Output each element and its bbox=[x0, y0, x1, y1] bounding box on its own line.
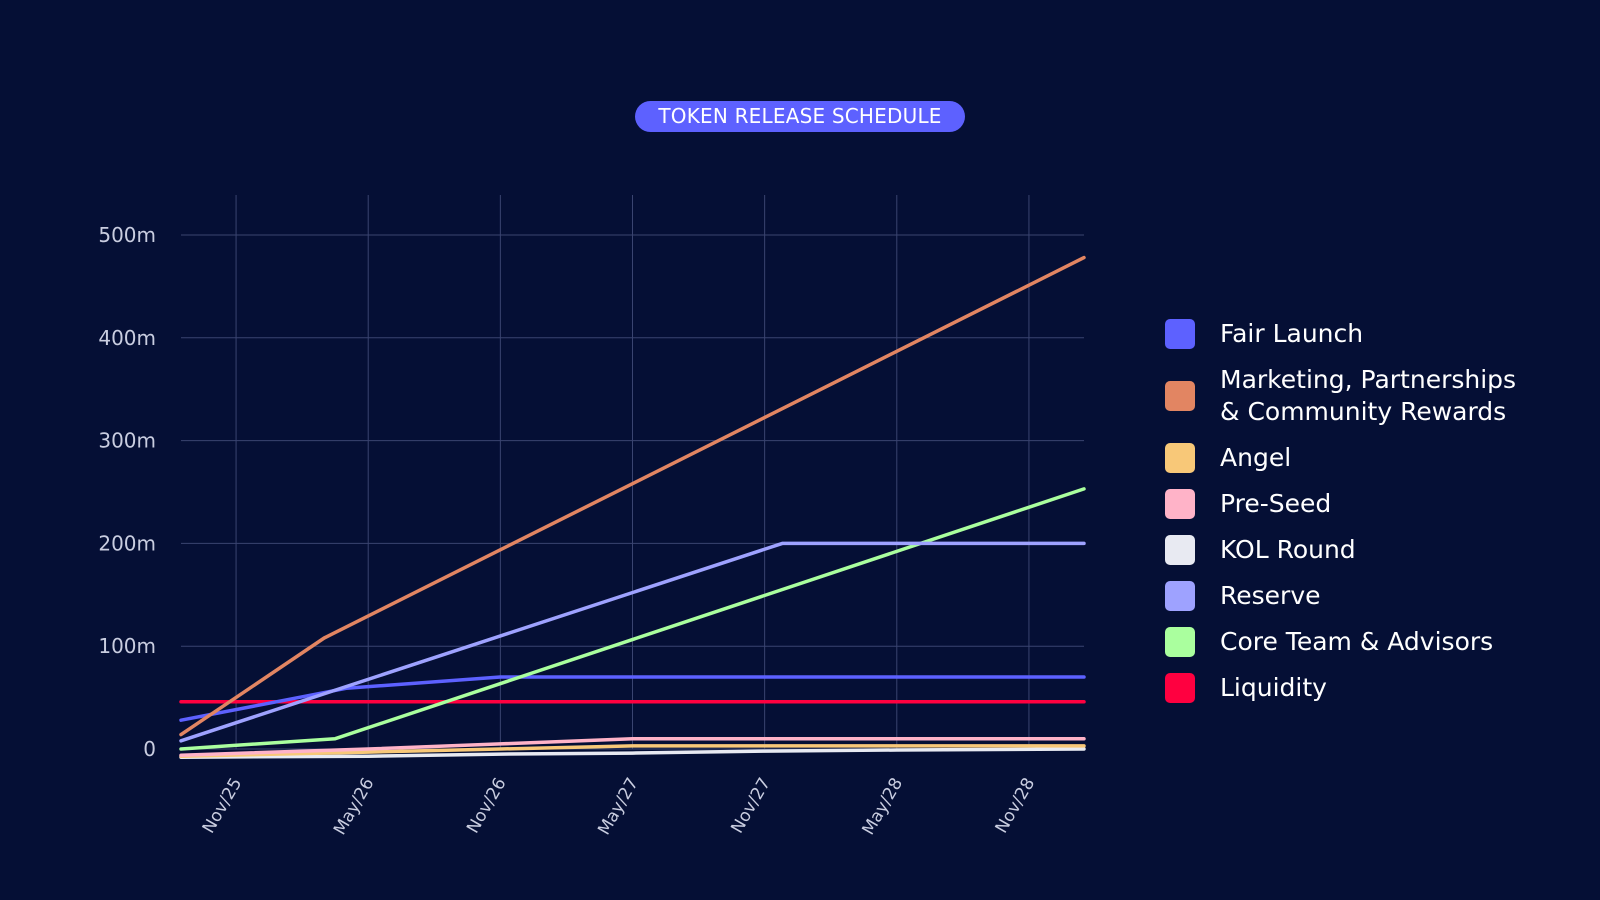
legend-item: Angel bbox=[1165, 442, 1585, 474]
series-line-marketing-partnerships-community-rewards bbox=[179, 255, 1086, 737]
legend-item: KOL Round bbox=[1165, 534, 1585, 566]
legend-swatch bbox=[1165, 673, 1195, 703]
x-tick-label: Nov/25 bbox=[199, 775, 247, 837]
legend-swatch bbox=[1165, 381, 1195, 411]
y-tick-label: 100m bbox=[98, 634, 156, 658]
x-tick-label: Nov/27 bbox=[727, 775, 775, 837]
legend-item: Fair Launch bbox=[1165, 318, 1585, 350]
legend-item: Liquidity bbox=[1165, 672, 1585, 704]
y-tick-label: 200m bbox=[98, 531, 156, 555]
series-line-reserve bbox=[179, 541, 1086, 743]
legend-item: Core Team & Advisors bbox=[1165, 626, 1585, 658]
x-tick-label: Nov/26 bbox=[463, 775, 511, 837]
x-tick-label: May/28 bbox=[859, 775, 908, 839]
legend-label: Marketing, Partnerships bbox=[1220, 365, 1517, 394]
legend-label: Angel bbox=[1220, 443, 1292, 472]
x-tick-label: May/27 bbox=[594, 775, 643, 839]
y-tick-label: 300m bbox=[98, 429, 156, 453]
legend-swatch bbox=[1165, 535, 1195, 565]
legend-label: Reserve bbox=[1220, 581, 1321, 610]
legend-swatch bbox=[1165, 581, 1195, 611]
legend-swatch bbox=[1165, 489, 1195, 519]
legend-label: KOL Round bbox=[1220, 535, 1356, 564]
series-line-pre-seed bbox=[179, 736, 1086, 757]
series-line-core-team-advisors bbox=[179, 487, 1086, 751]
y-tick-label: 0 bbox=[143, 737, 156, 761]
legend-item: Marketing, Partnerships & Community Rewar… bbox=[1165, 364, 1585, 428]
legend-label: Fair Launch bbox=[1220, 319, 1364, 348]
chart-legend: Fair Launch Marketing, Partnerships & Comm… bbox=[1165, 318, 1585, 704]
legend-swatch bbox=[1165, 319, 1195, 349]
legend-label: & Community Rewards bbox=[1220, 397, 1507, 426]
series-line-angel bbox=[179, 744, 1086, 758]
x-tick-label: May/26 bbox=[330, 775, 379, 839]
y-tick-label: 400m bbox=[98, 326, 156, 350]
legend-label: Pre-Seed bbox=[1220, 489, 1332, 518]
legend-label: Core Team & Advisors bbox=[1220, 627, 1494, 656]
y-tick-label: 500m bbox=[98, 223, 156, 247]
legend-label: Liquidity bbox=[1220, 673, 1327, 702]
chart-title: TOKEN RELEASE SCHEDULE bbox=[635, 101, 965, 132]
legend-swatch bbox=[1165, 443, 1195, 473]
series-line-kol-round bbox=[179, 747, 1086, 759]
legend-item: Reserve bbox=[1165, 580, 1585, 612]
legend-item: Pre-Seed bbox=[1165, 488, 1585, 520]
legend-swatch bbox=[1165, 627, 1195, 657]
x-tick-label: Nov/28 bbox=[992, 775, 1040, 837]
